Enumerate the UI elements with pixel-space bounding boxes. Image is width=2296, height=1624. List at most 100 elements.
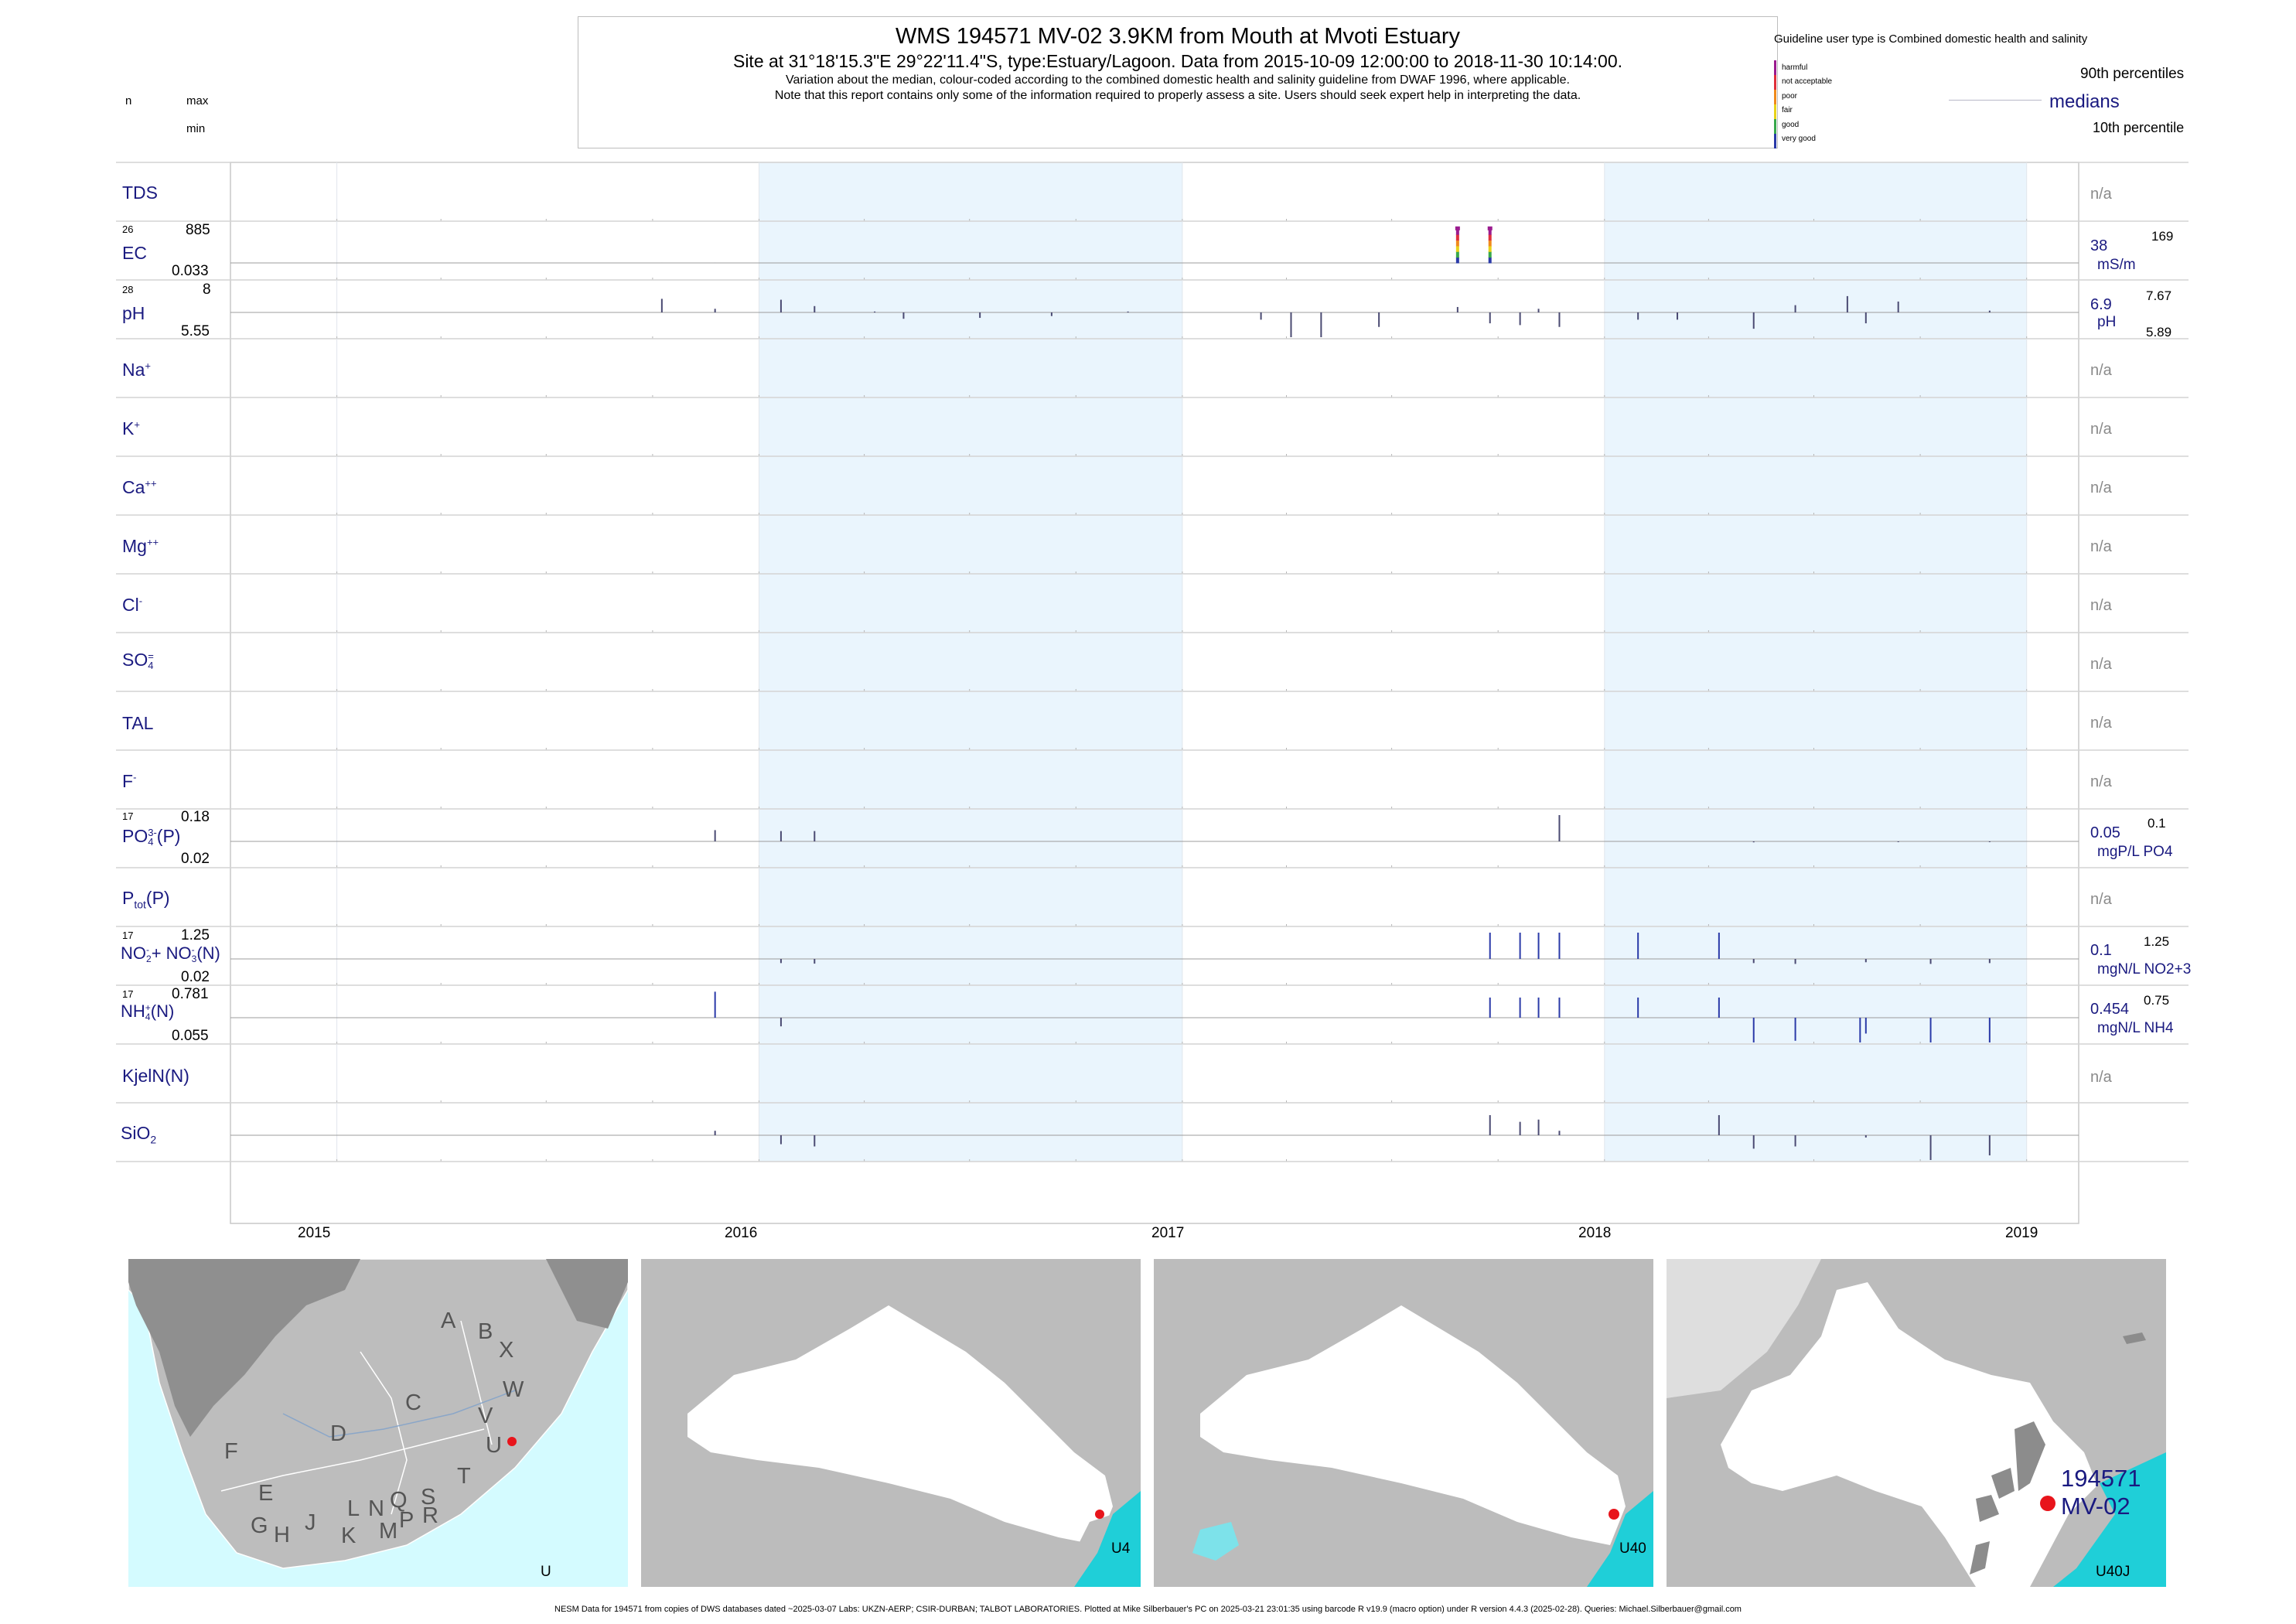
region-letter-w: W	[503, 1377, 524, 1402]
panel-gridlines	[116, 162, 2189, 1162]
map-label-u: U	[541, 1564, 551, 1580]
legend-label-good: good	[1782, 121, 1800, 129]
legend-medians: medians	[2049, 91, 2120, 112]
region-letter-t: T	[457, 1464, 471, 1489]
region-letter-h: H	[274, 1523, 290, 1547]
no23-unit: mgN/L NO2+3	[2097, 961, 2192, 977]
ec-bar-segment	[1488, 234, 1492, 241]
shaded-year-2016	[759, 162, 1182, 1162]
region-letter-p: P	[399, 1508, 415, 1533]
region-letter-q: Q	[390, 1488, 408, 1513]
na-ca: n/a	[2090, 479, 2112, 496]
nh4-unit: mgN/L NH4	[2097, 1020, 2174, 1036]
na-tal: n/a	[2090, 715, 2112, 732]
nh4-median: 0.454	[2090, 1001, 2130, 1018]
key-min: min	[186, 122, 206, 135]
ph-min: 5.55	[181, 323, 210, 339]
ec-bar-segment	[1488, 245, 1492, 252]
na-f: n/a	[2090, 773, 2112, 790]
region-letter-u: U	[486, 1433, 502, 1458]
year-shading	[759, 162, 2027, 1162]
key-n: n	[125, 94, 132, 107]
param-label-f: F-	[122, 771, 137, 791]
map-label-u4: U4	[1111, 1540, 1131, 1557]
param-label-nh4: NH +4 (N)	[121, 1001, 175, 1023]
title-box: WMS 194571 MV-02 3.9KM from Mouth at Mvo…	[578, 16, 1778, 148]
legend-swatch-very-good	[1774, 134, 1776, 148]
water-quality-barcode-chart	[116, 162, 2189, 1224]
no23-max: 1.25	[181, 927, 210, 943]
ph-p10: 5.89	[2146, 325, 2172, 339]
legend-label-harmful: harmful	[1782, 63, 1808, 72]
param-label-tal: TAL	[122, 713, 154, 733]
ec-bar-segment	[1488, 251, 1492, 258]
param-label-kjel: KjelN(N)	[122, 1066, 189, 1086]
region-letter-r: R	[422, 1503, 438, 1528]
ec-bar-cap	[1455, 226, 1460, 230]
param-label-mg: Mg++	[122, 536, 159, 556]
site-label-code: MV-02	[2061, 1493, 2131, 1520]
site-label-number: 194571	[2061, 1465, 2141, 1492]
no23-n: 17	[122, 930, 134, 941]
no23-median: 0.1	[2090, 942, 2112, 959]
legend-swatch-harmful	[1774, 60, 1776, 75]
ec-min: 0.033	[172, 263, 209, 279]
ph-n: 28	[122, 284, 134, 295]
ec-median: 38	[2090, 237, 2108, 254]
page-title: WMS 194571 MV-02 3.9KM from Mouth at Mvo…	[895, 24, 1461, 49]
region-letter-l: L	[347, 1496, 360, 1521]
ph-max: 8	[203, 281, 211, 298]
map-u4-drawing	[641, 1259, 1141, 1587]
ph-p90: 7.67	[2146, 288, 2172, 303]
na-k: n/a	[2090, 421, 2112, 438]
guideline-text: Guideline user type is Combined domestic…	[1774, 32, 2088, 46]
disclaimer-note: Note that this report contains only some…	[774, 89, 1581, 102]
legend-median-line	[1949, 100, 2042, 101]
variation-note: Variation about the median, colour-coded…	[786, 73, 1570, 87]
legend-p10: 10th percentile	[2093, 120, 2185, 135]
po4-median: 0.05	[2090, 824, 2120, 841]
param-label-k: K+	[122, 418, 140, 438]
region-letter-x: X	[499, 1338, 514, 1363]
key-max: max	[186, 94, 209, 107]
sample-bars	[660, 226, 1991, 1160]
param-label-ec: EC	[122, 243, 147, 263]
site-subtitle: Site at 31°18'15.3"E 29°22'11.4"S, type:…	[732, 51, 1622, 71]
region-letter-c: C	[405, 1390, 421, 1415]
region-letter-s: S	[421, 1485, 436, 1510]
legend-label-fair: fair	[1782, 106, 1793, 114]
legend-label-poor: poor	[1782, 92, 1798, 101]
region-letter-n: N	[368, 1496, 384, 1521]
region-letter-b: B	[478, 1319, 493, 1344]
po4-max: 0.18	[181, 809, 210, 825]
legend-swatch-good	[1774, 119, 1776, 134]
ec-n: 26	[122, 223, 134, 235]
year-label-2019: 2019	[2005, 1225, 2038, 1241]
ph-unit: pH	[2097, 314, 2117, 330]
po4-min: 0.02	[181, 851, 210, 867]
legend-swatch-not-acceptable	[1774, 75, 1776, 90]
legend-p90: 90th percentiles	[2080, 66, 2185, 82]
map-u4: U4	[641, 1259, 1141, 1587]
na-cl: n/a	[2090, 597, 2112, 614]
map-label-u40j: U40J	[2096, 1564, 2131, 1580]
ec-bar-segment	[1488, 228, 1492, 235]
nh4-min: 0.055	[172, 1028, 209, 1044]
param-label-so4: SO = 4	[122, 650, 154, 671]
ec-bar-segment	[1455, 251, 1459, 258]
map-south-africa: A B X W C V D U F T E L N Q S G H J K M …	[128, 1259, 628, 1587]
ph-median: 6.9	[2090, 296, 2112, 313]
na-kjel: n/a	[2090, 1069, 2112, 1086]
ec-bar-segment	[1488, 240, 1492, 247]
nh4-max: 0.781	[172, 986, 209, 1002]
region-letter-a: A	[441, 1308, 456, 1333]
region-letter-k: K	[341, 1523, 357, 1548]
region-letter-g: G	[251, 1513, 268, 1538]
map-u40j: 194571 MV-02 U40J	[1667, 1259, 2166, 1587]
year-label-2017: 2017	[1151, 1225, 1185, 1241]
shaded-year-2018	[1604, 162, 2027, 1162]
region-letter-f: F	[224, 1439, 238, 1464]
ec-bar-segment	[1455, 245, 1459, 252]
param-label-sio2: SiO2	[121, 1123, 157, 1146]
ec-bar-cap	[1487, 226, 1493, 230]
